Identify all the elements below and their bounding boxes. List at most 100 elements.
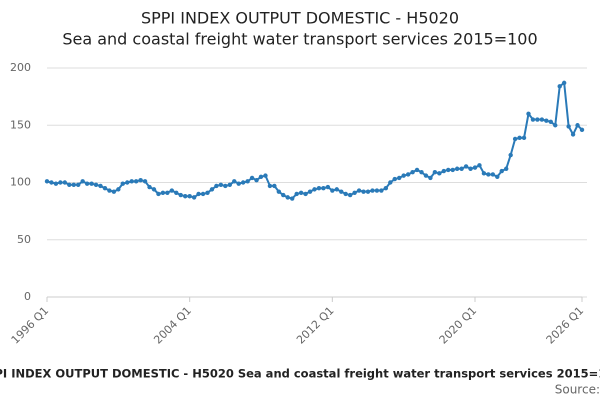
x-tick-label: 2020 Q1 (437, 304, 480, 347)
point (93, 182, 99, 187)
point (495, 174, 500, 179)
footer-title: SPPI INDEX OUTPUT DOMESTIC - H5020 Sea a… (0, 367, 600, 381)
point (454, 166, 460, 171)
point (370, 188, 375, 193)
point (575, 123, 580, 128)
point (347, 192, 353, 198)
point (151, 187, 157, 192)
point (553, 123, 558, 128)
point (227, 182, 232, 187)
point (334, 187, 339, 192)
point (285, 195, 290, 200)
point (254, 178, 259, 183)
point (401, 173, 406, 178)
point (526, 111, 531, 117)
point (133, 179, 139, 184)
point (62, 180, 68, 185)
y-tick-label: 50 (17, 233, 31, 246)
x-tick-label: 2026 Q1 (544, 304, 587, 347)
point (178, 192, 183, 198)
point (557, 84, 562, 89)
point (548, 119, 553, 125)
point (570, 132, 576, 137)
point (76, 182, 81, 187)
point (312, 187, 317, 192)
point (196, 191, 201, 197)
point (419, 169, 424, 175)
point (263, 173, 268, 178)
point (535, 117, 540, 122)
point (44, 179, 50, 184)
point (183, 194, 188, 199)
point (80, 179, 85, 184)
point (156, 191, 161, 197)
point (142, 179, 148, 184)
point (290, 196, 295, 201)
point (539, 117, 545, 122)
point (307, 189, 313, 194)
point (405, 172, 411, 177)
point (102, 186, 108, 191)
point (379, 188, 384, 193)
point (160, 190, 166, 196)
point (107, 188, 112, 193)
point (200, 191, 206, 197)
point (517, 135, 522, 141)
point (463, 164, 469, 169)
y-tick-label: 100 (10, 176, 31, 189)
point (89, 181, 94, 186)
point (437, 171, 442, 176)
point (330, 188, 335, 193)
point (249, 175, 255, 181)
x-tick-label: 2004 Q1 (151, 304, 194, 347)
point (49, 180, 54, 185)
point (508, 152, 513, 158)
point (191, 195, 197, 200)
source: Source: (555, 383, 600, 397)
point (245, 179, 250, 184)
point (356, 188, 362, 193)
point (579, 127, 585, 133)
point (236, 181, 241, 186)
y-tick-label: 0 (24, 290, 31, 303)
point (352, 190, 357, 196)
point (129, 179, 134, 184)
point (125, 180, 130, 185)
point (321, 186, 326, 191)
point (174, 190, 179, 196)
point (343, 191, 348, 197)
point (450, 167, 455, 173)
point (428, 175, 433, 181)
point (169, 188, 175, 193)
point (544, 118, 549, 123)
point (111, 189, 117, 194)
point (84, 181, 90, 186)
point (361, 189, 366, 194)
point (165, 190, 170, 196)
y-tick-label: 150 (10, 118, 31, 131)
point (58, 180, 63, 185)
point (98, 183, 103, 189)
point (530, 117, 536, 122)
point (339, 189, 344, 194)
point (472, 165, 478, 170)
point (365, 189, 371, 194)
point (468, 166, 473, 171)
point (392, 176, 397, 182)
x-tick-label: 2012 Q1 (294, 304, 337, 347)
point (240, 180, 246, 185)
x-tick-label: 1996 Q1 (9, 304, 52, 347)
point (71, 182, 76, 187)
chart-title-line-1: SPPI INDEX OUTPUT DOMESTIC - H5020 (141, 9, 459, 28)
point (298, 190, 304, 196)
point (441, 168, 446, 174)
point (147, 184, 152, 190)
point (325, 184, 331, 190)
point (223, 183, 228, 189)
point (521, 135, 527, 141)
point (187, 194, 192, 199)
point (481, 171, 487, 176)
y-tick-label: 200 (10, 61, 31, 74)
point (138, 178, 143, 183)
point (67, 182, 72, 187)
